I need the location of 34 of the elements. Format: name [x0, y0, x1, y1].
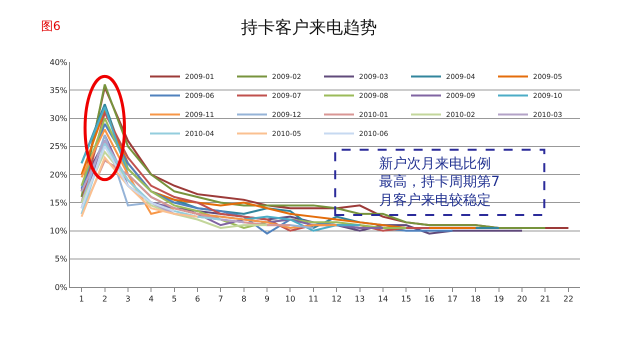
x-tick-label: 9: [264, 294, 270, 304]
x-tick-label: 6: [194, 294, 200, 304]
x-tick-label: 5: [172, 294, 177, 304]
annotation: 新户次月来电比例最高，持卡周期第7月客户来电较稳定: [379, 156, 500, 208]
y-tick-label: 25%: [50, 142, 68, 152]
y-tick-label: 0%: [54, 282, 68, 292]
x-tick-label: 14: [378, 294, 388, 304]
y-tick-label: 5%: [54, 254, 68, 264]
x-tick-label: 17: [447, 294, 458, 304]
x-tick-label: 12: [331, 294, 342, 304]
x-tick-label: 4: [148, 294, 154, 304]
y-tick-label: 35%: [50, 86, 68, 95]
x-tick-label: 19: [494, 294, 504, 304]
y-tick-label: 40%: [50, 58, 68, 67]
x-tick-label: 7: [218, 294, 224, 304]
x-tick-label: 3: [125, 294, 130, 304]
chart-title: 持卡客户来电趋势: [241, 18, 377, 38]
x-tick-label: 20: [516, 294, 528, 304]
x-tick-label: 21: [540, 294, 550, 304]
x-tick-label: 1: [79, 294, 84, 304]
x-tick-label: 8: [241, 294, 246, 304]
x-tick-label: 11: [308, 294, 319, 304]
x-tick-label: 15: [401, 294, 412, 304]
x-tick-label: 13: [354, 294, 365, 304]
y-tick-label: 30%: [50, 114, 68, 124]
x-tick-label: 10: [285, 294, 296, 304]
y-tick-label: 10%: [50, 226, 68, 236]
x-tick-label: 18: [470, 294, 481, 304]
y-tick-label: 15%: [50, 198, 68, 208]
x-tick-label: 22: [563, 294, 574, 304]
x-tick-label: 2: [102, 294, 108, 304]
y-tick-label: 20%: [50, 170, 68, 180]
x-tick-label: 16: [424, 294, 434, 304]
caption: 图6: [41, 19, 61, 33]
